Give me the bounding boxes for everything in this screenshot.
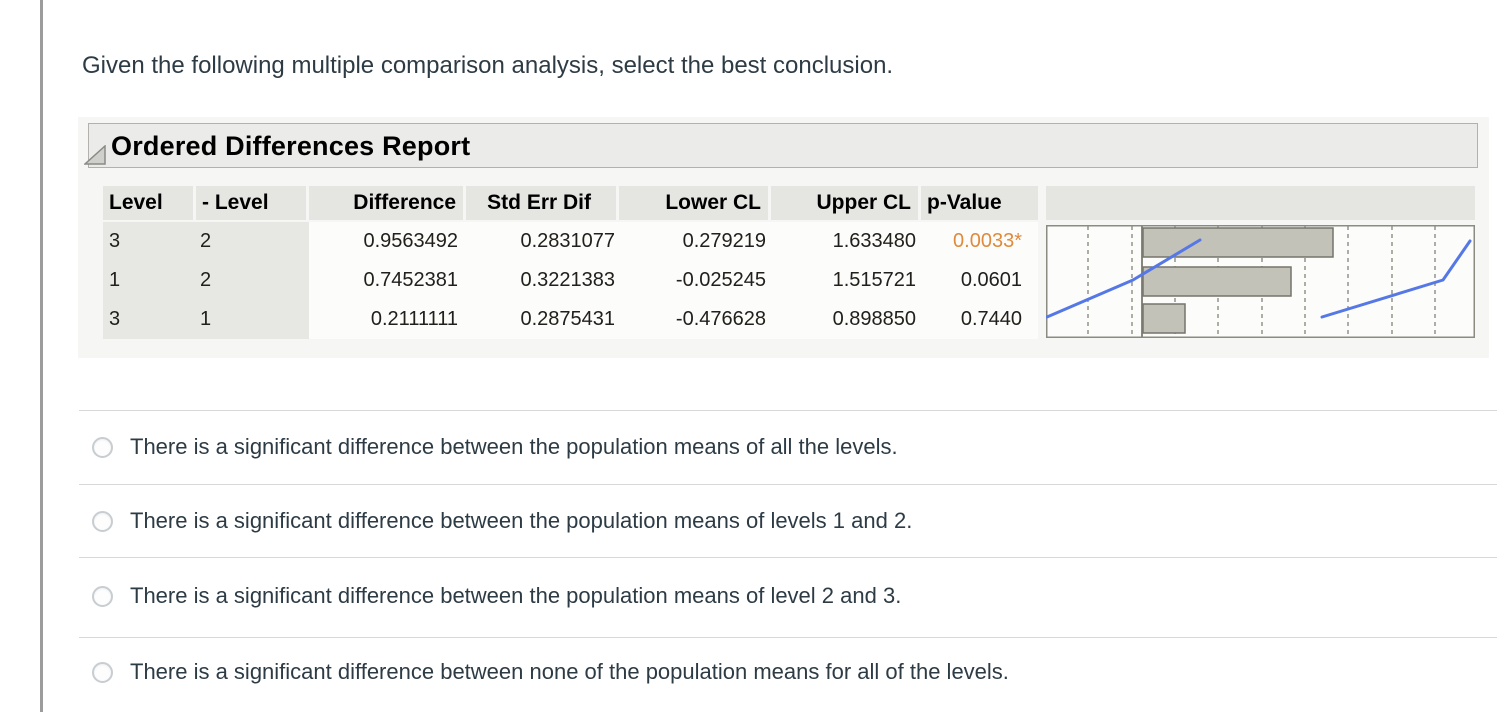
answer-option-3[interactable]: There is a significant difference betwee… xyxy=(92,574,901,618)
radio-button[interactable] xyxy=(92,661,113,683)
col-header-level: Level xyxy=(103,186,193,220)
col-header-std-err-dif: Std Err Dif xyxy=(466,186,616,220)
cell-p-value: 0.0601 xyxy=(921,261,1038,300)
answer-option-1[interactable]: There is a significant difference betwee… xyxy=(92,425,898,469)
answer-option-4[interactable]: There is a significant difference betwee… xyxy=(92,650,1009,694)
difference-bar xyxy=(1142,227,1334,258)
cell-std-err-dif: 0.2875431 xyxy=(466,300,619,339)
cell-difference: 0.9563492 xyxy=(309,222,466,261)
cell-lower-cl: 0.279219 xyxy=(619,222,771,261)
cell-minus-level: 1 xyxy=(196,300,309,339)
col-header-chart-spacer xyxy=(1046,186,1475,220)
report-title-bar: Ordered Differences Report xyxy=(84,123,1478,168)
option-divider xyxy=(79,637,1497,638)
option-label: There is a significant difference betwee… xyxy=(130,583,902,608)
cell-lower-cl: -0.025245 xyxy=(619,261,771,300)
option-divider xyxy=(79,410,1497,411)
option-divider xyxy=(79,484,1497,485)
cell-level: 3 xyxy=(103,222,196,261)
col-header-lower-cl: Lower CL xyxy=(619,186,768,220)
cell-upper-cl: 1.515721 xyxy=(771,261,921,300)
question-text: Given the following multiple comparison … xyxy=(82,52,894,79)
radio-button[interactable] xyxy=(92,510,113,532)
table-row: 3 1 0.2111111 0.2875431 -0.476628 0.8988… xyxy=(103,300,1038,339)
col-header-minus-level: - Level xyxy=(196,186,306,220)
disclosure-triangle-icon[interactable] xyxy=(84,145,106,165)
cell-std-err-dif: 0.3221383 xyxy=(466,261,619,300)
answer-option-2[interactable]: There is a significant difference betwee… xyxy=(92,499,912,543)
table-row: 3 2 0.9563492 0.2831077 0.279219 1.63348… xyxy=(103,222,1038,261)
col-header-upper-cl: Upper CL xyxy=(771,186,918,220)
report-title: Ordered Differences Report xyxy=(111,131,471,161)
cell-difference: 0.7452381 xyxy=(309,261,466,300)
cell-level: 3 xyxy=(103,300,196,339)
ordered-differences-report: Ordered Differences Report Level - Level… xyxy=(78,117,1489,358)
col-header-difference: Difference xyxy=(309,186,463,220)
comparison-chart-svg xyxy=(1045,225,1475,338)
left-border-rule xyxy=(40,0,43,712)
cell-level: 1 xyxy=(103,261,196,300)
difference-bar xyxy=(1142,266,1292,297)
confidence-lines xyxy=(1045,238,1472,319)
radio-button[interactable] xyxy=(92,585,113,607)
option-divider xyxy=(79,557,1497,558)
ordered-differences-chart xyxy=(1045,225,1475,338)
table-row: 1 2 0.7452381 0.3221383 -0.025245 1.5157… xyxy=(103,261,1038,300)
radio-button[interactable] xyxy=(92,436,113,458)
cell-lower-cl: -0.476628 xyxy=(619,300,771,339)
cell-minus-level: 2 xyxy=(196,222,309,261)
option-label: There is a significant difference betwee… xyxy=(130,659,1009,684)
table-header-row: Level - Level Difference Std Err Dif Low… xyxy=(103,186,1475,220)
cell-difference: 0.2111111 xyxy=(309,300,466,339)
col-header-p-value: p-Value xyxy=(921,186,1038,220)
cell-p-value: 0.7440 xyxy=(921,300,1038,339)
cell-p-value-significant: 0.0033* xyxy=(921,222,1038,261)
cell-upper-cl: 0.898850 xyxy=(771,300,921,339)
cell-minus-level: 2 xyxy=(196,261,309,300)
cell-std-err-dif: 0.2831077 xyxy=(466,222,619,261)
difference-bar xyxy=(1142,303,1186,334)
option-label: There is a significant difference betwee… xyxy=(130,434,898,459)
option-label: There is a significant difference betwee… xyxy=(130,508,913,533)
difference-bars xyxy=(1142,227,1334,334)
cell-upper-cl: 1.633480 xyxy=(771,222,921,261)
